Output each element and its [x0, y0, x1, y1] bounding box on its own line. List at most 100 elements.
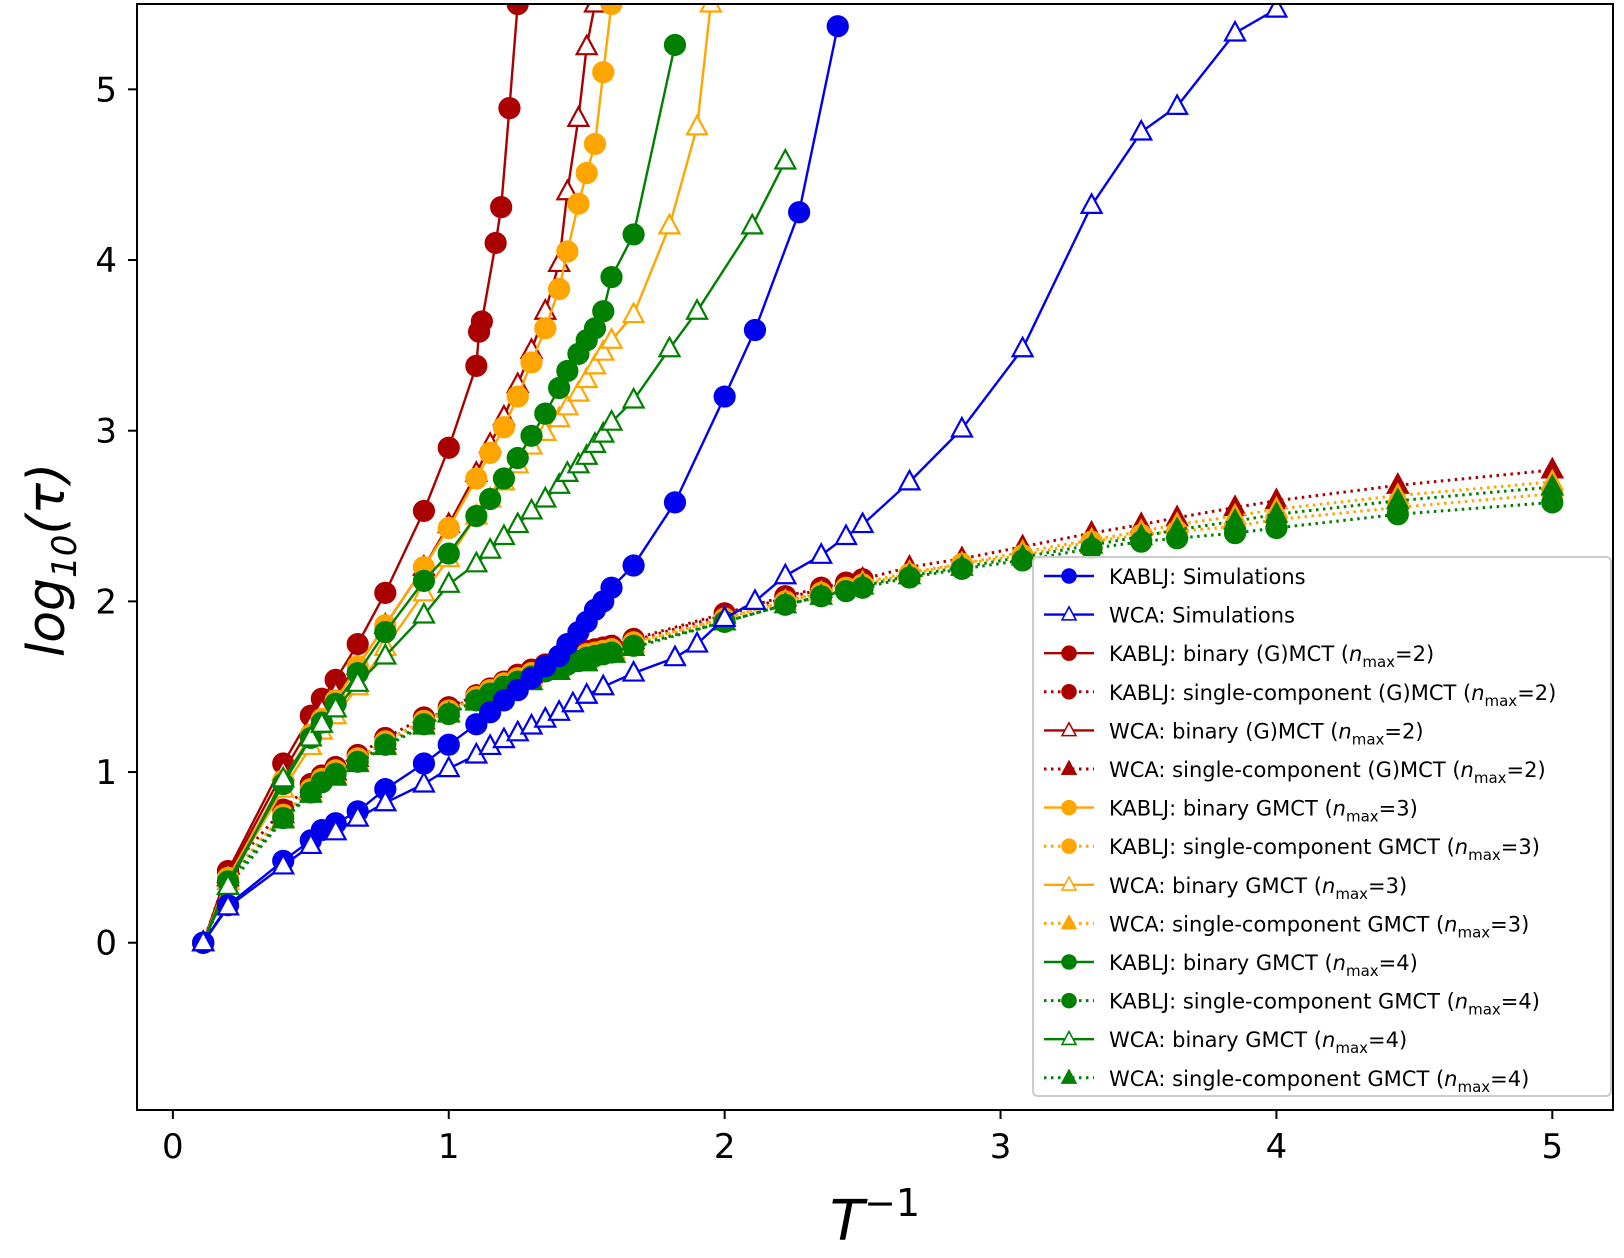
data-point — [465, 354, 488, 377]
data-point — [773, 591, 798, 614]
series-line — [201, 492, 1553, 944]
data-point — [773, 147, 798, 170]
data-point — [1264, 4, 1289, 18]
data-point — [740, 212, 765, 235]
data-point — [437, 733, 460, 756]
data-point — [1129, 118, 1154, 141]
data-point — [412, 499, 436, 523]
data-point — [373, 733, 398, 756]
x-tick-label: 1 — [438, 1127, 460, 1167]
data-point — [464, 550, 489, 573]
data-point — [465, 504, 488, 528]
data-point — [600, 265, 623, 289]
data-point — [685, 630, 709, 653]
legend-item: KABLJ: single-component GMCT (nmax=4) — [1044, 990, 1540, 1019]
data-point — [622, 223, 645, 246]
data-point — [271, 806, 296, 829]
y-tick-label: 2 — [95, 582, 117, 622]
series-14 — [191, 473, 1565, 952]
series-layer — [191, 4, 1565, 954]
legend-marker — [1060, 914, 1078, 930]
x-tick-label: 5 — [1541, 1127, 1563, 1167]
legend-label: KABLJ: single-component (G)MCT (nmax=2) — [1109, 681, 1556, 710]
data-point — [484, 231, 507, 255]
data-point — [436, 570, 461, 593]
series-13 — [191, 147, 798, 952]
y-tick-label: 3 — [95, 412, 117, 452]
data-point — [743, 588, 767, 610]
data-point — [345, 804, 370, 827]
data-point — [520, 351, 543, 374]
y-axis-title-arg: (τ) — [17, 463, 77, 535]
legend-label: KABLJ: binary (G)MCT (nmax=2) — [1109, 642, 1434, 671]
data-point — [323, 763, 348, 786]
data-point — [743, 318, 767, 342]
y-axis: 0 1 2 3 4 5 — [95, 70, 137, 964]
data-point — [548, 277, 571, 301]
y-tick-label: 5 — [95, 70, 117, 110]
data-point — [374, 620, 397, 644]
data-point — [1223, 19, 1247, 42]
legend-item: KABLJ: single-component (G)MCT (nmax=2) — [1044, 681, 1556, 710]
legend-item: KABLJ: single-component GMCT (nmax=3) — [1044, 835, 1540, 864]
data-point — [1264, 501, 1289, 523]
data-point — [437, 436, 460, 459]
data-point — [506, 446, 529, 470]
legend-marker — [1061, 992, 1077, 1009]
data-point — [437, 542, 460, 565]
data-point — [591, 338, 616, 361]
data-point — [599, 326, 624, 349]
data-point — [555, 393, 580, 416]
series-2 — [191, 4, 1289, 952]
legend-item: WCA: Simulations — [1044, 604, 1295, 628]
legend-label: KABLJ: single-component GMCT (nmax=3) — [1109, 835, 1540, 864]
data-point — [591, 420, 616, 443]
data-point — [1010, 335, 1035, 358]
legend-item: KABLJ: binary (G)MCT (nmax=2) — [1044, 642, 1434, 671]
data-point — [298, 780, 323, 803]
data-point — [574, 366, 599, 389]
data-point — [309, 710, 334, 733]
data-point — [583, 352, 607, 375]
data-point — [1385, 487, 1410, 510]
x-axis-title: T−1 — [830, 1181, 920, 1254]
legend-item: KABLJ: binary GMCT (nmax=3) — [1044, 797, 1418, 826]
legend-marker — [1061, 568, 1077, 584]
data-point — [657, 335, 682, 358]
x-axis-title-main: T — [830, 1189, 868, 1254]
data-point — [809, 541, 834, 564]
data-point — [1165, 93, 1189, 116]
data-point — [298, 832, 323, 855]
data-point — [850, 572, 875, 595]
data-point — [556, 240, 579, 263]
data-point — [657, 212, 682, 235]
data-point — [412, 601, 436, 624]
data-point — [323, 695, 348, 718]
y-tick-label: 1 — [95, 753, 117, 793]
legend-item: WCA: single-component GMCT (nmax=4) — [1044, 1067, 1529, 1096]
data-point — [592, 61, 615, 84]
data-point — [950, 553, 974, 576]
data-point — [621, 634, 646, 657]
data-point — [374, 581, 397, 604]
data-point — [520, 424, 543, 447]
data-point — [465, 467, 488, 490]
data-point — [663, 491, 687, 514]
legend-label: WCA: binary GMCT (nmax=4) — [1109, 1028, 1407, 1057]
legend-marker — [1061, 838, 1077, 854]
data-point — [685, 113, 709, 136]
data-point — [534, 402, 557, 425]
x-tick-label: 2 — [714, 1127, 736, 1167]
data-point — [345, 750, 370, 773]
data-point — [506, 385, 529, 408]
data-point — [556, 359, 579, 383]
data-point — [1165, 516, 1189, 539]
legend-label: WCA: single-component GMCT (nmax=4) — [1109, 1067, 1529, 1096]
legend-label: WCA: binary (G)MCT (nmax=2) — [1109, 719, 1424, 748]
legend-item: KABLJ: Simulations — [1044, 565, 1306, 589]
data-point — [412, 770, 436, 793]
plot-frame — [136, 3, 1614, 1111]
data-point — [897, 468, 922, 491]
data-point — [1540, 473, 1565, 496]
